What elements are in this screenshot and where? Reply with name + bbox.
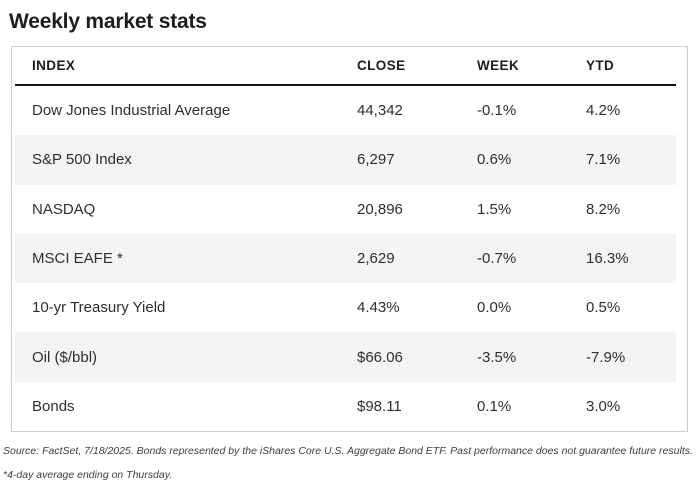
week-cell: 0.0% — [477, 299, 512, 317]
column-header-week: WEEK — [477, 58, 520, 73]
ytd-cell: 0.5% — [586, 299, 621, 317]
close-cell: 44,342 — [357, 102, 403, 120]
ytd-cell: 4.2% — [586, 102, 621, 120]
column-header-ytd: YTD — [586, 58, 615, 73]
close-cell: $66.06 — [357, 348, 403, 366]
column-header-index: INDEX — [32, 58, 76, 73]
index-cell: NASDAQ — [32, 200, 96, 218]
index-cell: MSCI EAFE * — [32, 250, 123, 268]
column-header-close: CLOSE — [357, 58, 406, 73]
close-cell: 2,629 — [357, 250, 395, 268]
week-cell: 0.6% — [477, 151, 512, 169]
close-cell: 20,896 — [357, 200, 403, 218]
index-cell: S&P 500 Index — [32, 151, 132, 169]
source-footnote: Source: FactSet, 7/18/2025. Bonds repres… — [3, 445, 693, 482]
ytd-cell: -7.9% — [586, 348, 626, 366]
table-header-row: INDEX CLOSE WEEK YTD — [15, 47, 676, 84]
ytd-cell: 16.3% — [586, 250, 629, 268]
close-cell: $98.11 — [357, 397, 402, 415]
week-cell: -3.5% — [477, 348, 517, 366]
close-cell: 4.43% — [357, 299, 400, 317]
table-row: MSCI EAFE * 2,629 -0.7% 16.3% — [15, 233, 676, 284]
index-cell: Bonds — [32, 397, 75, 415]
market-stats-table: INDEX CLOSE WEEK YTD Dow Jones Industria… — [11, 46, 688, 433]
table-row: NASDAQ 20,896 1.5% 8.2% — [15, 185, 676, 234]
table-row: Dow Jones Industrial Average 44,342 -0.1… — [15, 86, 676, 135]
table-row: Bonds $98.11 0.1% 3.0% — [15, 382, 676, 431]
table-row: S&P 500 Index 6,297 0.6% 7.1% — [15, 135, 676, 185]
ytd-cell: 8.2% — [586, 200, 621, 218]
week-cell: 1.5% — [477, 200, 512, 218]
week-cell: -0.1% — [477, 102, 517, 120]
table-row: 10-yr Treasury Yield 4.43% 0.0% 0.5% — [15, 283, 676, 332]
table-row: Oil ($/bbl) $66.06 -3.5% -7.9% — [15, 332, 676, 382]
week-cell: -0.7% — [477, 250, 517, 268]
close-cell: 6,297 — [357, 151, 395, 169]
header-rule — [15, 84, 676, 86]
ytd-cell: 3.0% — [586, 397, 621, 415]
page-title: Weekly market stats — [9, 10, 207, 33]
week-cell: 0.1% — [477, 397, 512, 415]
page: Weekly market stats INDEX CLOSE WEEK YTD… — [0, 9, 700, 493]
index-cell: Oil ($/bbl) — [32, 348, 98, 366]
index-cell: 10-yr Treasury Yield — [32, 299, 166, 317]
ytd-cell: 7.1% — [586, 151, 621, 169]
index-cell: Dow Jones Industrial Average — [32, 102, 231, 120]
